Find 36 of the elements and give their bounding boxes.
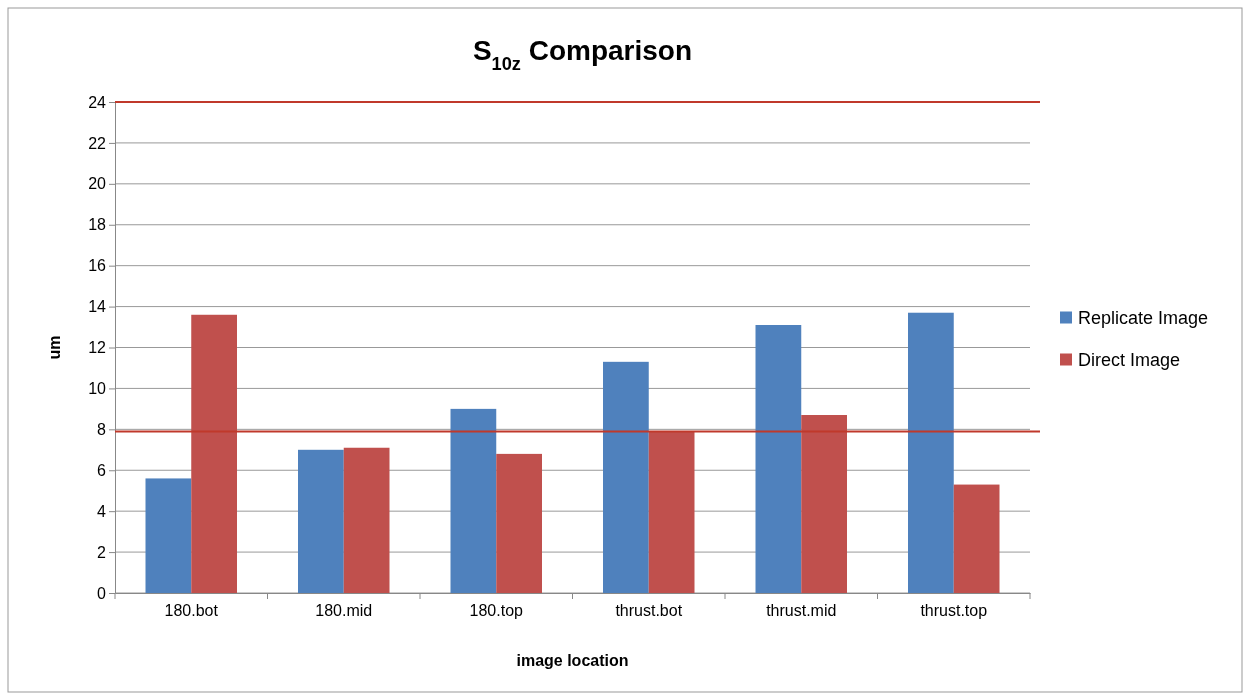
y-axis-title: um	[46, 335, 63, 360]
bar	[450, 408, 497, 593]
legend-label: Replicate Image	[1078, 307, 1209, 328]
x-tick-label: 180.mid	[315, 602, 373, 620]
x-tick-label: 180.top	[469, 602, 524, 620]
x-tick-label: 180.bot	[164, 602, 219, 620]
bar	[648, 431, 695, 593]
y-tick-label: 16	[88, 257, 107, 275]
legend-label: Direct Image	[1078, 349, 1181, 370]
bar	[801, 415, 847, 593]
x-tick-label: thrust.top	[920, 602, 988, 620]
bar	[191, 314, 237, 593]
x-axis-title: image location	[516, 652, 629, 669]
y-tick-label: 18	[88, 216, 107, 234]
bar	[145, 478, 192, 593]
bar	[603, 361, 649, 593]
bar	[298, 449, 344, 593]
y-tick-label: 22	[88, 134, 107, 152]
y-tick-label: 14	[88, 298, 107, 316]
x-tick-label: thrust.mid	[766, 602, 837, 620]
y-tick-label: 4	[97, 502, 107, 520]
y-tick-label: 8	[97, 420, 107, 438]
bar	[953, 484, 1000, 593]
y-tick-label: 10	[88, 380, 107, 398]
y-tick-label: 2	[97, 543, 107, 561]
y-tick-label: 20	[88, 175, 107, 193]
y-tick-label: 6	[97, 461, 107, 479]
x-tick-label: thrust.bot	[615, 602, 683, 620]
bar	[496, 453, 542, 593]
bar	[908, 312, 954, 593]
y-tick-label: 12	[88, 339, 107, 357]
bar	[343, 447, 390, 593]
y-tick-label: 24	[88, 93, 107, 111]
y-tick-label: 0	[97, 584, 107, 602]
bar	[755, 325, 802, 593]
chart-title: S$_{10z}$ Comparison	[472, 35, 693, 74]
